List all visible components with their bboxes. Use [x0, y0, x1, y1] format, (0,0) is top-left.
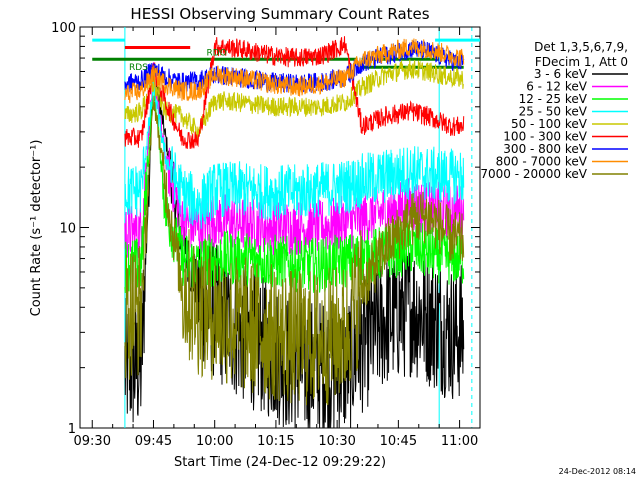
legend-label-3: 12 - 25 keV [519, 92, 588, 106]
x-tick-label-7: 11:00 [441, 434, 478, 449]
legend-label-8: 800 - 7000 keV [496, 155, 588, 169]
y-tick-label-3: 100 [51, 21, 76, 36]
y-axis-label: Count Rate (s⁻¹ detector⁻¹) [29, 140, 44, 317]
legend-label-9: 7000 - 20000 keV [480, 167, 587, 181]
legend-label-7: 300 - 800 keV [503, 142, 587, 156]
legend: Det 1,3,5,6,7,9, FDecim 1, Att 0 3 - 6 k… [480, 40, 628, 181]
legend-header-line-1: Det 1,3,5,6,7,9, [534, 40, 628, 54]
x-axis: 09:30 09:45 10:00 10:15 10:30 10:45 11:00 [74, 27, 481, 449]
x-tick-label-3: 10:00 [196, 434, 233, 449]
series-line-8 [124, 38, 465, 104]
series-line-4 [124, 81, 465, 229]
chart-title: HESSI Observing Summary Count Rates [130, 5, 429, 23]
series-line-3 [124, 76, 465, 294]
x-tick-label-6: 10:45 [380, 434, 417, 449]
x-tick-label-1: 09:30 [74, 434, 111, 449]
x-axis-label: Start Time (24-Dec-12 09:29:22) [174, 455, 386, 470]
footer-timestamp: 24-Dec-2012 08:14 [559, 467, 636, 476]
x-tick-label-4: 10:15 [257, 434, 294, 449]
annotation-rdo: RDO [207, 49, 227, 59]
annotation-rds: RDS [129, 63, 148, 73]
y-tick-label-2: 10 [59, 222, 76, 237]
legend-header-line-2: FDecim 1, Att 0 [535, 55, 628, 69]
legend-label-6: 100 - 300 keV [503, 130, 587, 144]
x-tick-label-2: 09:45 [135, 434, 172, 449]
y-tick-label-1: 1 [68, 422, 76, 437]
annotations: RDO RDS [129, 49, 227, 73]
series-line-5 [124, 59, 465, 141]
y-axis: 1 10 100 [51, 21, 480, 437]
legend-label-5: 50 - 100 keV [511, 117, 588, 131]
legend-label-2: 6 - 12 keV [526, 80, 588, 94]
legend-label-1: 3 - 6 keV [534, 67, 588, 81]
series-line-6 [124, 36, 465, 149]
series-line-9 [124, 95, 465, 406]
series-group [124, 36, 465, 429]
x-tick-label-5: 10:30 [318, 434, 355, 449]
legend-label-4: 25 - 50 keV [519, 105, 588, 119]
